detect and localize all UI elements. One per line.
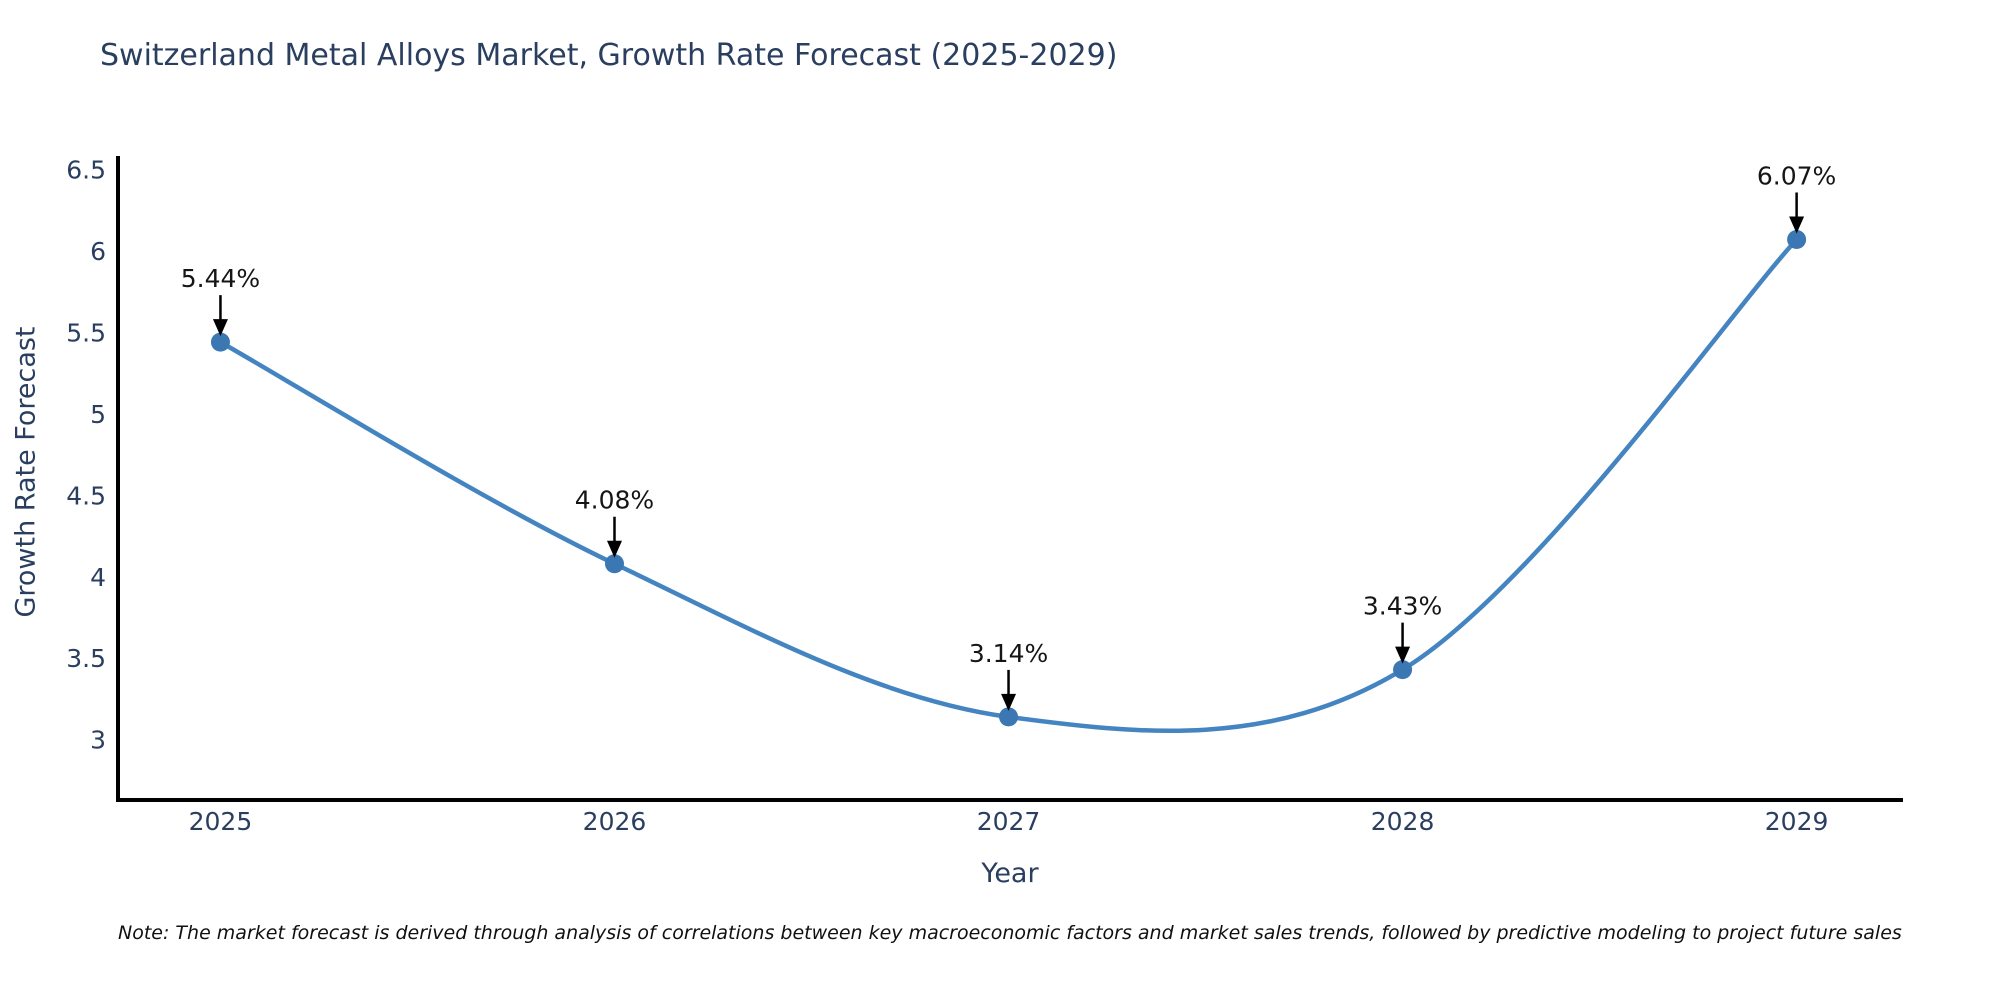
annotation-label: 4.08% bbox=[575, 486, 654, 515]
annotation-arrowhead bbox=[1001, 693, 1017, 711]
y-tick-label: 4 bbox=[90, 563, 106, 592]
data-point-marker bbox=[999, 707, 1019, 727]
annotation-label: 3.14% bbox=[969, 639, 1048, 668]
annotation-arrowhead bbox=[1789, 216, 1805, 234]
y-tick-label: 5 bbox=[90, 400, 106, 429]
x-tick-label: 2029 bbox=[1765, 807, 1829, 836]
data-point-marker bbox=[210, 332, 230, 352]
y-tick-label: 6.5 bbox=[66, 155, 106, 184]
x-tick-label: 2025 bbox=[189, 807, 253, 836]
annotation-label: 3.43% bbox=[1363, 592, 1442, 621]
line-series bbox=[218, 237, 1799, 734]
x-axis-title: Year bbox=[981, 858, 1039, 889]
data-point-marker bbox=[1787, 229, 1807, 249]
y-tick-label: 6 bbox=[90, 237, 106, 266]
data-point-marker bbox=[604, 554, 624, 574]
x-tick-label: 2027 bbox=[977, 807, 1041, 836]
y-tick-label: 3.5 bbox=[66, 644, 106, 673]
y-tick-label: 4.5 bbox=[66, 481, 106, 510]
data-point-marker bbox=[1393, 660, 1413, 680]
y-tick-label: 5.5 bbox=[66, 318, 106, 347]
annotation-arrowhead bbox=[606, 540, 622, 558]
annotation-arrowhead bbox=[212, 319, 228, 337]
chart-title: Switzerland Metal Alloys Market, Growth … bbox=[100, 38, 1118, 73]
x-tick-label: 2028 bbox=[1371, 807, 1435, 836]
chart-note: Note: The market forecast is derived thr… bbox=[118, 922, 1902, 944]
y-tick-label: 3 bbox=[90, 726, 106, 755]
annotation-label: 5.44% bbox=[181, 264, 260, 293]
annotation-label: 6.07% bbox=[1757, 161, 1836, 190]
x-tick-label: 2026 bbox=[583, 807, 647, 836]
annotation-arrowhead bbox=[1395, 646, 1411, 664]
